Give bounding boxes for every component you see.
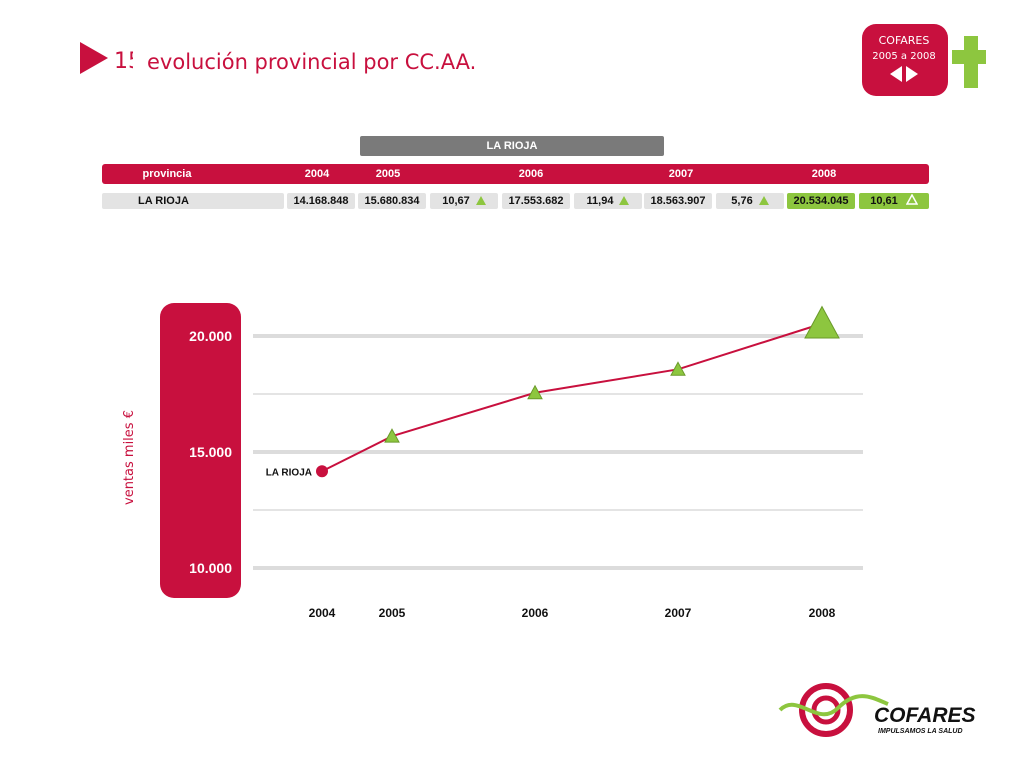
brand-tagline: IMPULSAMOS LA SALUD xyxy=(878,728,963,735)
cell-growth-2008: 10,61 xyxy=(859,193,929,209)
x-tick-label: 2004 xyxy=(309,606,336,620)
cell-2008: 20.534.045 xyxy=(787,193,855,209)
up-triangle-marker xyxy=(670,361,686,376)
up-triangle-marker xyxy=(527,384,543,400)
slide-number-mark: 15 xyxy=(80,42,133,74)
col-2004: 2004 xyxy=(304,168,330,180)
cell-growth-2005: 10,67 xyxy=(430,193,498,209)
badge-line1: COFARES xyxy=(879,34,930,47)
page-number: 15 xyxy=(114,49,133,74)
badge-line2: 2005 a 2008 xyxy=(872,51,935,62)
col-provincia: provincia xyxy=(142,168,192,180)
up-triangle-marker xyxy=(804,305,840,339)
arrow-left-icon xyxy=(890,66,902,82)
cofares-badge: COFARES 2005 a 2008 xyxy=(862,24,986,96)
cell-growth-2006: 11,94 xyxy=(574,193,642,209)
x-tick-label: 2008 xyxy=(809,606,836,620)
x-tick-label: 2006 xyxy=(522,606,549,620)
brand-name: COFARES xyxy=(874,704,976,727)
page-title: evolución provincial por CC.AA. xyxy=(147,50,477,74)
plus-cross-icon xyxy=(952,36,986,88)
y-axis-label: ventas miles € xyxy=(122,410,137,505)
up-triangle-icon xyxy=(758,196,769,205)
y-axis-panel xyxy=(160,303,241,598)
series-line xyxy=(321,322,823,473)
col-2007: 2007 xyxy=(668,168,694,180)
y-tick-label: 10.000 xyxy=(189,560,232,576)
series-label: LA RIOJA xyxy=(266,467,312,478)
cell-2007: 18.563.907 xyxy=(644,193,712,209)
arrow-right-icon xyxy=(906,66,918,82)
up-triangle-icon xyxy=(475,196,486,205)
x-tick-label: 2007 xyxy=(665,606,692,620)
up-triangle-icon xyxy=(619,196,630,205)
table-header-row: provincia 2004 2005 2006 2007 2008 xyxy=(102,164,929,184)
region-header: LA RIOJA xyxy=(360,136,664,156)
col-2008: 2008 xyxy=(811,168,837,180)
cell-2004: 14.168.848 xyxy=(287,193,355,209)
col-2005: 2005 xyxy=(375,168,401,180)
x-tick-label: 2005 xyxy=(379,606,406,620)
up-triangle-marker xyxy=(384,428,400,443)
cell-provincia: LA RIOJA xyxy=(102,193,284,209)
data-point-marker xyxy=(316,465,328,478)
cell-growth-2007: 5,76 xyxy=(716,193,784,209)
cell-2006: 17.553.682 xyxy=(502,193,570,209)
y-tick-label: 15.000 xyxy=(189,444,232,460)
cofares-logo: COFARES IMPULSAMOS LA SALUD xyxy=(778,683,976,737)
y-tick-label: 20.000 xyxy=(189,328,232,344)
up-triangle-outline-icon xyxy=(905,193,919,205)
cell-2005: 15.680.834 xyxy=(358,193,426,209)
col-2006: 2006 xyxy=(518,168,544,180)
